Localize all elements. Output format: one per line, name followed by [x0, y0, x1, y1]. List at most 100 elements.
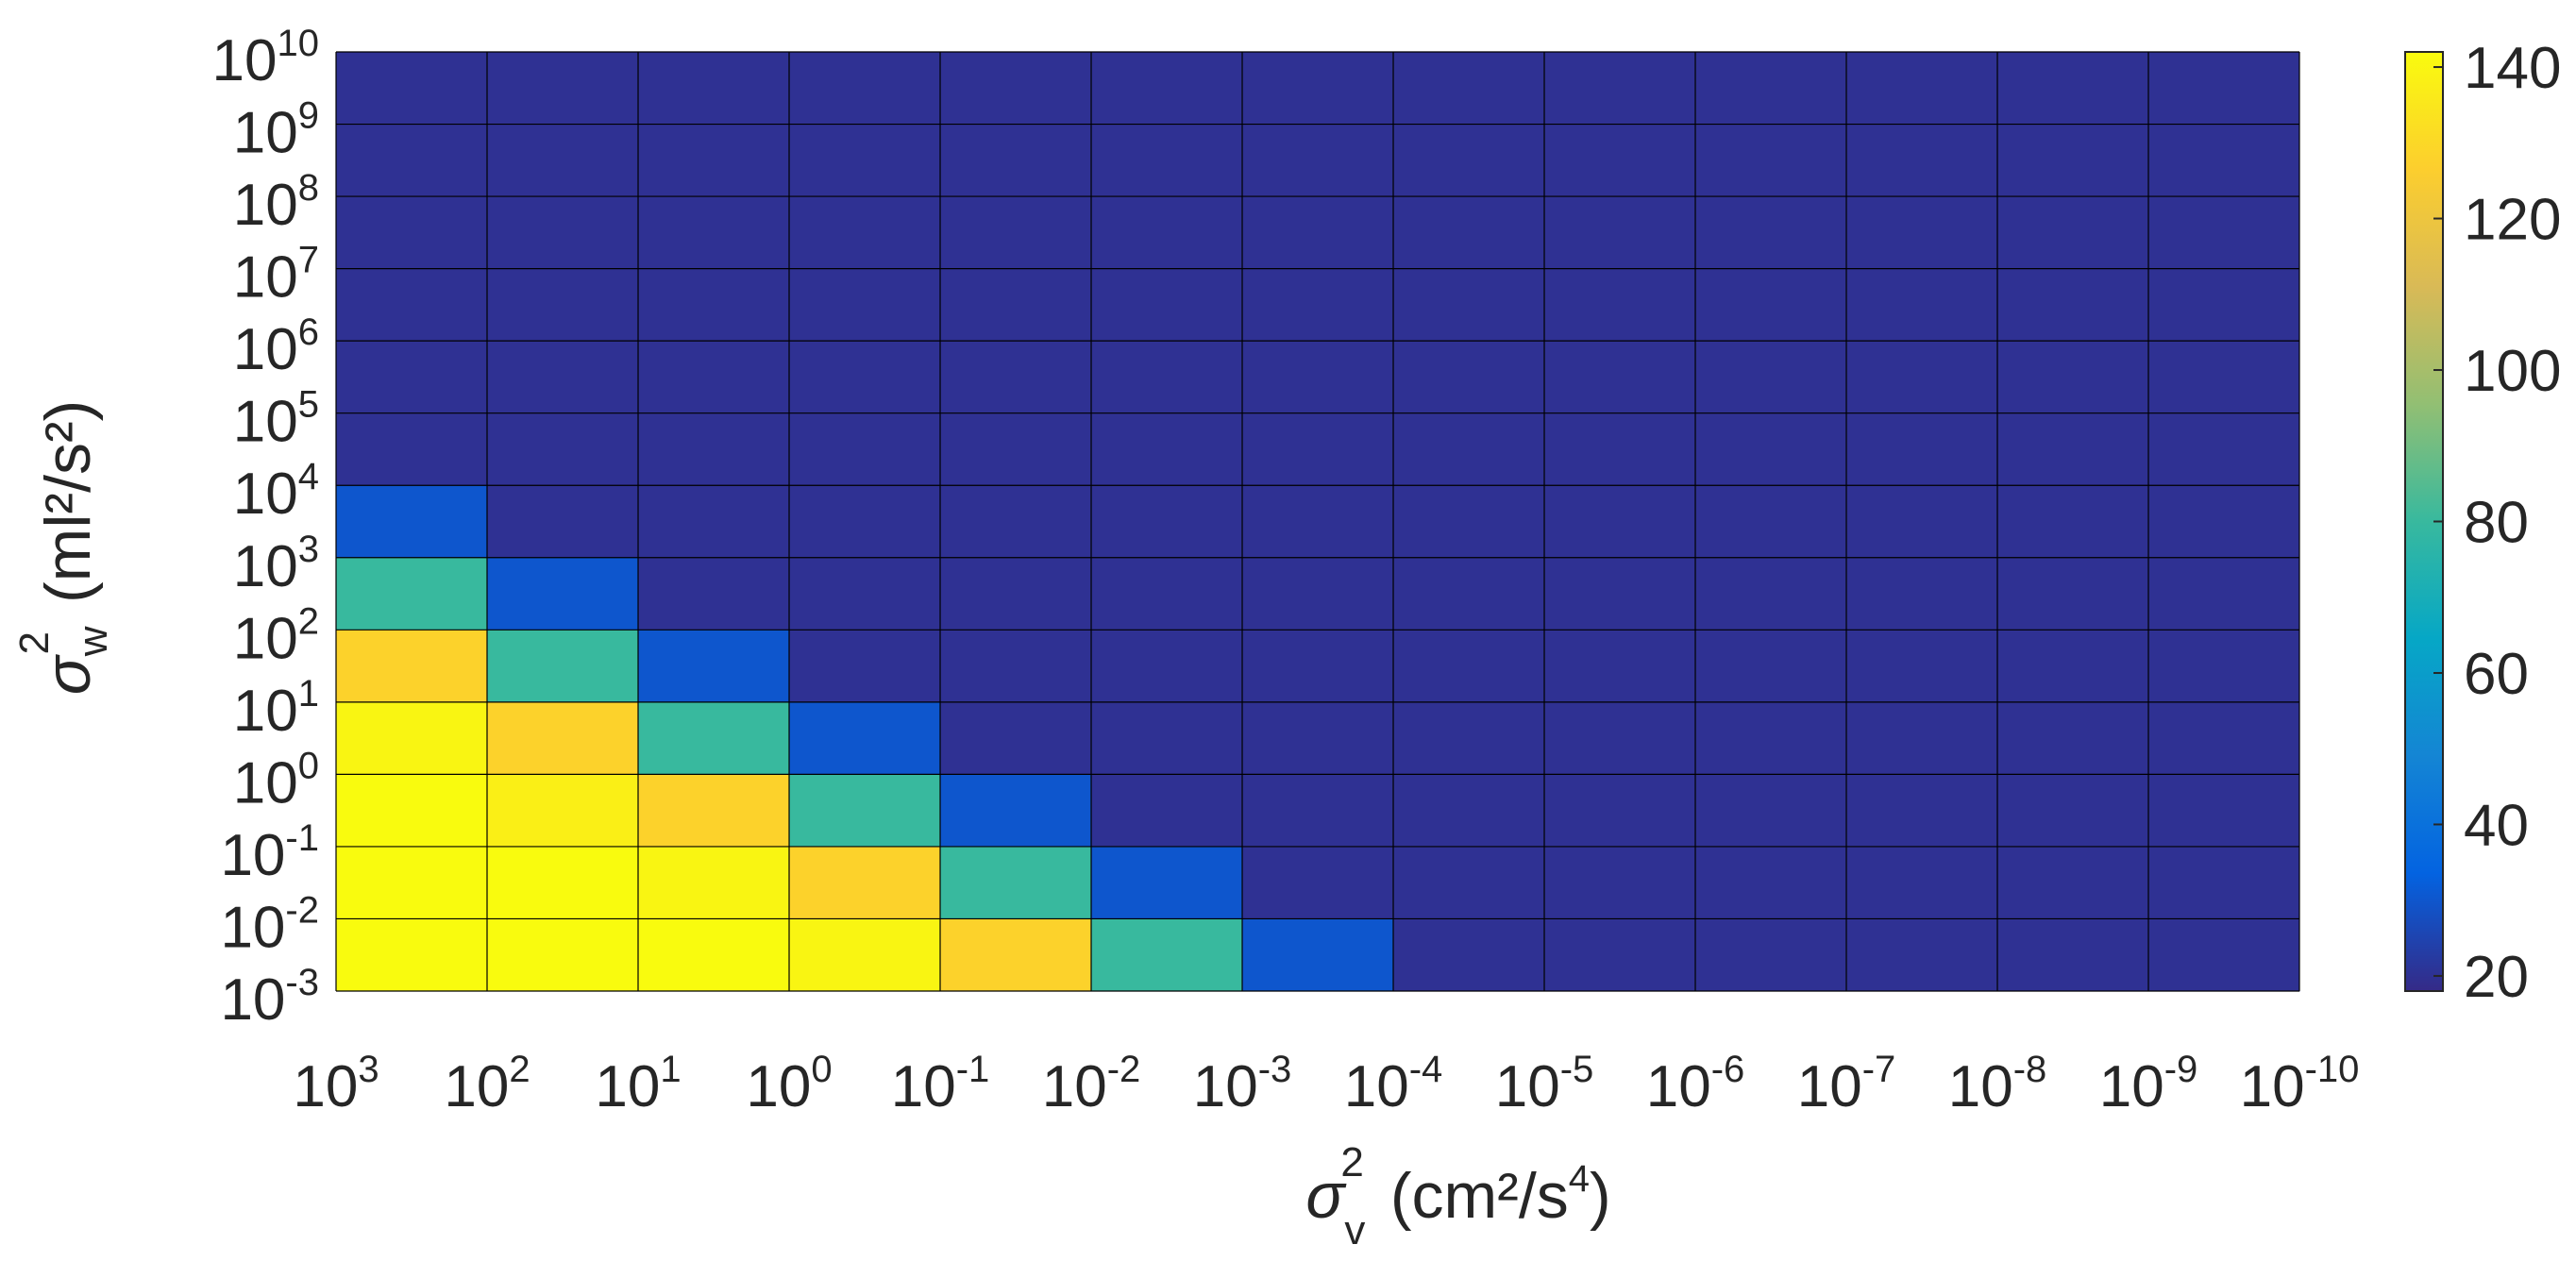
svg-text:σw2(ml²/s²): σw2 (ml²/s²)	[11, 400, 116, 696]
heatmap-cell	[1695, 557, 1847, 631]
heatmap-cell	[638, 412, 790, 486]
x-axis-label-symbol: σ	[1305, 1160, 1347, 1232]
heatmap-cell	[487, 196, 639, 270]
heatmap-cell	[940, 124, 1092, 197]
heatmap-cell	[1091, 846, 1243, 919]
heatmap-cell	[1242, 918, 1394, 992]
colorbar-tick-label: 60	[2464, 642, 2529, 707]
heatmap-cell	[1997, 52, 2149, 126]
heatmap-cell	[336, 485, 488, 559]
heatmap-cell	[2148, 412, 2300, 486]
heatmap-cell	[638, 557, 790, 631]
heatmap-cell	[336, 52, 488, 126]
y-tick-label: 103	[233, 529, 319, 599]
heatmap-cell	[940, 52, 1092, 126]
heatmap-cell	[789, 774, 941, 848]
x-axis-label-unit-close: )	[1590, 1160, 1611, 1232]
heatmap-cell	[1695, 918, 1847, 992]
heatmap-cell	[1695, 196, 1847, 270]
heatmap-cell	[1544, 630, 1696, 703]
heatmap-cell	[638, 630, 790, 703]
heatmap-cell	[2148, 268, 2300, 342]
heatmap-cell	[1997, 412, 2149, 486]
heatmap-cell	[1091, 918, 1243, 992]
x-tick-label: 102	[444, 1049, 530, 1119]
heatmap-cell	[1091, 341, 1243, 414]
heatmap-cell	[1997, 341, 2149, 414]
heatmap-cell	[789, 341, 941, 414]
x-tick-label: 10-7	[1797, 1049, 1896, 1119]
heatmap-cell	[789, 52, 941, 126]
x-axis-label-sup: 2	[1340, 1139, 1363, 1186]
heatmap-cell	[1997, 268, 2149, 342]
heatmap-cell	[1846, 774, 1998, 848]
x-axis-label-sub: v	[1344, 1207, 1365, 1253]
heatmap-cell	[1242, 196, 1394, 270]
heatmap-cell	[336, 124, 488, 197]
y-tick-label: 101	[233, 673, 319, 744]
heatmap-cell	[2148, 701, 2300, 775]
heatmap-cells	[336, 52, 2300, 992]
heatmap-cell	[487, 846, 639, 919]
heatmap-cell	[1544, 918, 1696, 992]
heatmap-cell	[940, 412, 1092, 486]
heatmap-cell	[2148, 124, 2300, 197]
heatmap-cell	[1242, 124, 1394, 197]
y-tick-label: 106	[233, 311, 319, 382]
heatmap-cell	[1695, 52, 1847, 126]
heatmap-cell	[2148, 846, 2300, 919]
x-axis-label: σv 2 (cm²/s4)	[1305, 1139, 1610, 1253]
heatmap-cell	[1091, 196, 1243, 270]
heatmap-cell	[487, 52, 639, 126]
heatmap-cell	[2148, 918, 2300, 992]
heatmap-grid	[335, 51, 2300, 992]
heatmap-cell	[2148, 774, 2300, 848]
heatmap-cell	[1242, 846, 1394, 919]
heatmap-cell	[638, 268, 790, 342]
heatmap-cell	[1846, 846, 1998, 919]
heatmap-cell	[487, 341, 639, 414]
heatmap-cell	[1695, 268, 1847, 342]
heatmap-cell	[1393, 701, 1545, 775]
heatmap-cell	[1544, 701, 1696, 775]
y-axis-ticks: 101010910810710610510410310210110010-110…	[212, 23, 319, 1033]
y-tick-label: 100	[233, 745, 319, 816]
heatmap-cell	[1393, 52, 1545, 126]
heatmap-cell	[1393, 124, 1545, 197]
heatmap-cell	[940, 774, 1092, 848]
heatmap-cell	[487, 774, 639, 848]
heatmap-cell	[1091, 412, 1243, 486]
colorbar-tick-label: 140	[2464, 36, 2561, 101]
heatmap-cell	[1242, 52, 1394, 126]
heatmap-cell	[789, 412, 941, 486]
colorbar-ticks: 20 40 60 80 100 120 140	[2433, 36, 2561, 1010]
heatmap-cell	[940, 557, 1092, 631]
heatmap-cell	[638, 846, 790, 919]
heatmap-cell	[1846, 630, 1998, 703]
heatmap-cell	[940, 485, 1092, 559]
heatmap-cell	[487, 124, 639, 197]
heatmap-cell	[1242, 268, 1394, 342]
y-tick-label: 102	[233, 600, 319, 671]
heatmap-cell	[1846, 124, 1998, 197]
y-axis-label-sub: w	[70, 626, 116, 657]
heatmap-cell	[940, 918, 1092, 992]
y-axis-label: σw2 (ml²/s²)	[11, 400, 116, 696]
heatmap-cell	[1695, 774, 1847, 848]
heatmap-cell	[940, 701, 1092, 775]
colorbar-tick-label: 100	[2464, 339, 2561, 404]
x-axis-label-unit-sup: 4	[1569, 1158, 1590, 1200]
heatmap-cell	[487, 485, 639, 559]
heatmap-cell	[1242, 774, 1394, 848]
heatmap-cell	[1997, 196, 2149, 270]
heatmap-cell	[789, 918, 941, 992]
heatmap-cell	[1846, 268, 1998, 342]
heatmap-cell	[336, 701, 488, 775]
heatmap-cell	[1393, 196, 1545, 270]
heatmap-cell	[487, 918, 639, 992]
heatmap-cell	[1997, 918, 2149, 992]
x-tick-label: 103	[293, 1049, 379, 1119]
x-tick-label: 10-2	[1042, 1049, 1141, 1119]
x-tick-label: 100	[746, 1049, 832, 1119]
